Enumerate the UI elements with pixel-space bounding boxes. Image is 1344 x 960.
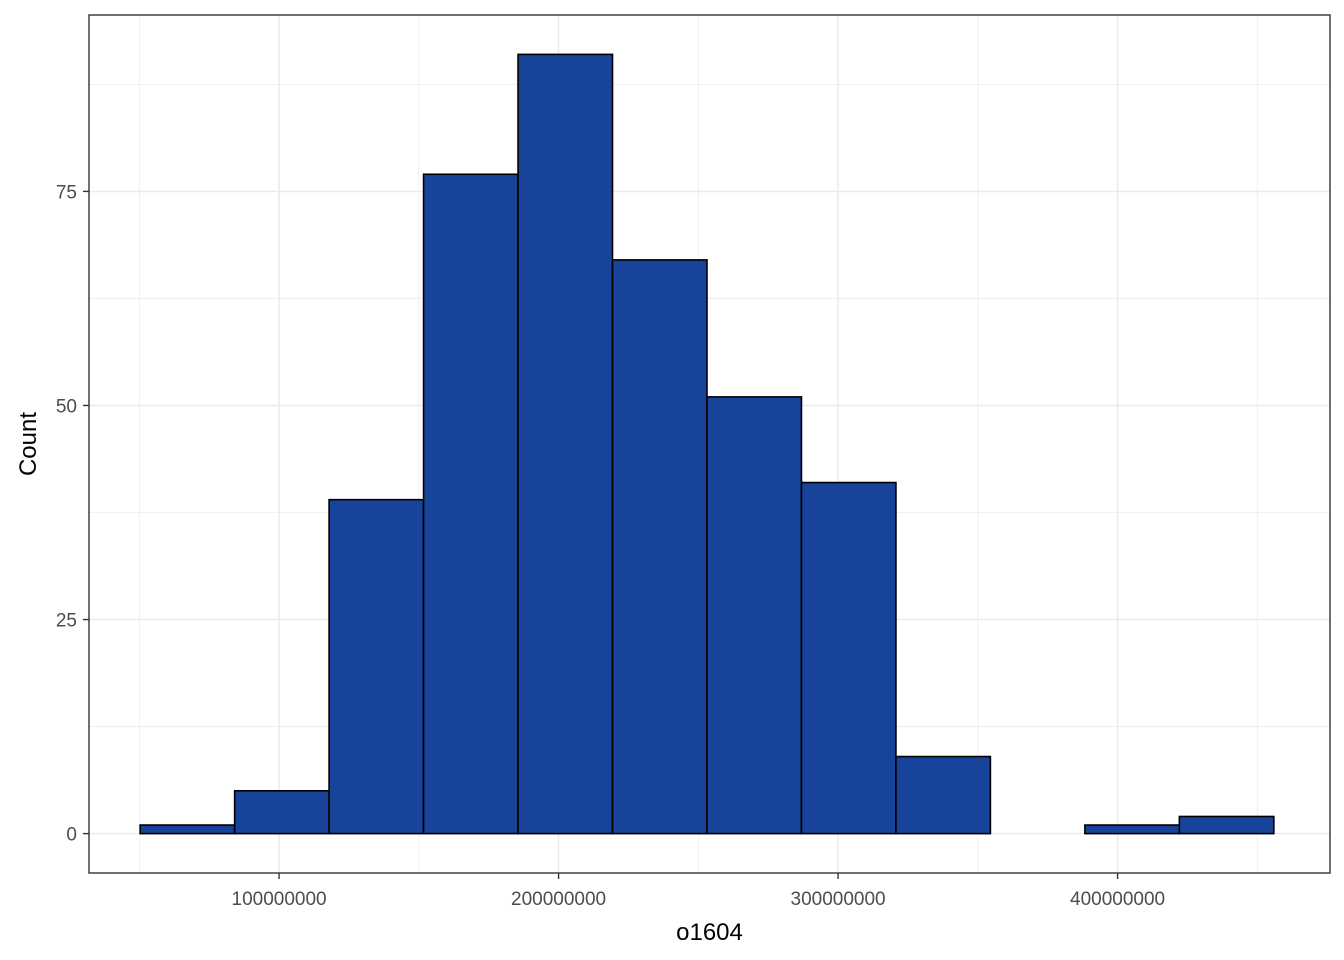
panel-border [88, 14, 1331, 874]
histogram-bar [139, 824, 236, 835]
histogram-bar [1178, 815, 1275, 835]
histogram-bar [800, 481, 897, 835]
y-tick-label: 25 [56, 611, 77, 632]
histogram-bar [328, 498, 425, 835]
y-tick-label: 75 [56, 182, 77, 203]
histogram-bar [422, 173, 519, 835]
y-axis-ticks: 0 25 50 75 [56, 182, 89, 846]
histogram-bar [611, 259, 708, 835]
histogram-bar [706, 396, 803, 835]
x-tick-label: 400000000 [1070, 889, 1165, 910]
x-tick-label: 200000000 [511, 889, 606, 910]
y-tick-label: 0 [66, 825, 77, 846]
histogram-bars [139, 53, 1275, 835]
histogram-bar [517, 53, 614, 835]
y-axis-title: Count [15, 412, 42, 476]
histogram-bar [233, 789, 330, 835]
histogram-bar [1084, 824, 1181, 835]
x-tick-label: 100000000 [232, 889, 327, 910]
x-tick-label: 300000000 [791, 889, 886, 910]
x-axis-ticks: 100000000 200000000 300000000 400000000 [232, 873, 1165, 910]
y-tick-label: 50 [56, 396, 77, 417]
histogram-bar [895, 755, 992, 835]
x-axis-title: o1604 [676, 919, 743, 946]
